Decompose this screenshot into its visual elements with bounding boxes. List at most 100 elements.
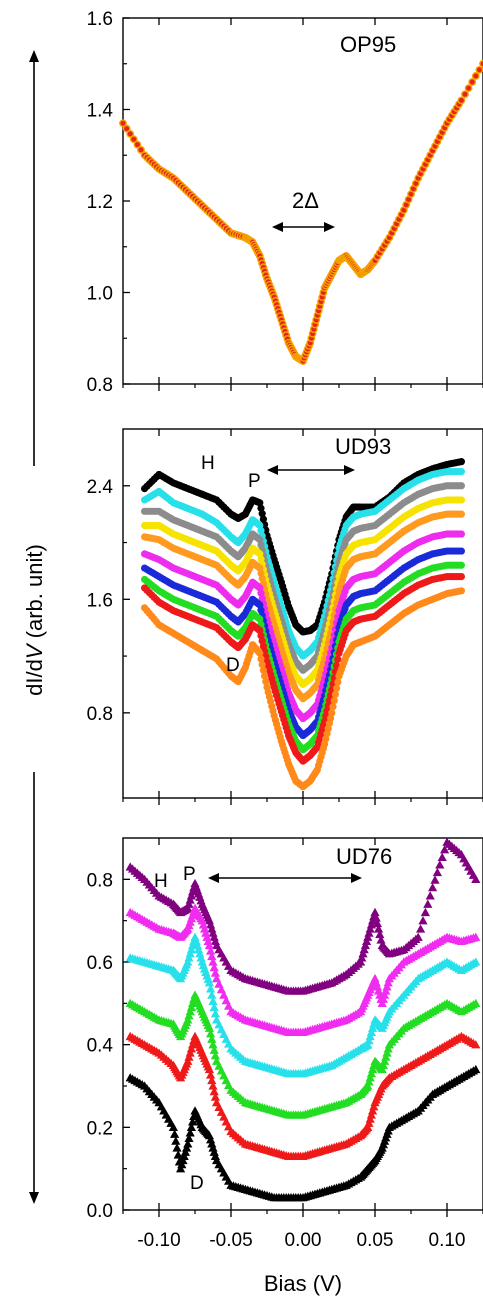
data-point	[416, 924, 426, 933]
data-point	[208, 1040, 218, 1049]
y-tick-label: 1.6	[87, 9, 113, 30]
data-point	[418, 916, 428, 925]
data-point	[334, 655, 342, 663]
series-ud76-3	[125, 990, 481, 1119]
data-point	[475, 65, 483, 74]
x-tick-label: -0.10	[137, 1230, 180, 1251]
ylabel-suffix: (arb. unit)	[22, 544, 47, 644]
data-point	[210, 1051, 220, 1060]
data-point	[204, 1023, 214, 1032]
data-point	[471, 998, 481, 1008]
data-point	[122, 124, 131, 133]
data-point	[168, 1122, 178, 1132]
panel-op95-points	[119, 59, 483, 366]
x-axis-title: Bias (V)	[264, 1271, 342, 1296]
panel-op95-label: OP95	[340, 32, 396, 57]
ud93-h-label: H	[201, 453, 215, 474]
data-point	[468, 78, 477, 86]
data-point	[209, 1045, 219, 1054]
data-point	[457, 496, 465, 504]
data-point	[457, 530, 465, 538]
data-point	[328, 709, 336, 717]
ud76-h-label: H	[154, 871, 168, 892]
data-point	[204, 978, 214, 987]
ud76-arrow-right-head	[351, 873, 362, 883]
series-op95-0	[119, 59, 483, 366]
data-point	[425, 891, 435, 900]
data-point	[471, 957, 481, 966]
x-tick-label: -0.05	[209, 1230, 252, 1251]
series-ud93-9	[141, 587, 465, 791]
data-point	[207, 951, 217, 961]
data-point	[208, 1081, 218, 1090]
ylabel-arrow-down-head	[29, 1192, 39, 1204]
data-point	[209, 1086, 219, 1096]
data-point	[432, 867, 442, 877]
data-point	[206, 1029, 216, 1038]
data-point	[374, 924, 384, 933]
data-point	[206, 946, 216, 955]
series-ud76-2	[125, 932, 481, 1078]
data-point	[210, 1092, 220, 1101]
panel-ud76-points	[125, 837, 481, 1202]
data-point	[185, 1128, 195, 1137]
panel-ud76-label: UD76	[336, 844, 392, 869]
data-point	[435, 860, 445, 869]
data-point	[334, 678, 342, 686]
data-point	[170, 1129, 180, 1138]
gap-label: 2Δ	[292, 188, 319, 213]
data-point	[208, 957, 218, 966]
data-point	[210, 968, 220, 977]
y-tick-label: 0.0	[87, 1201, 113, 1222]
ud76-p-label: P	[183, 864, 196, 885]
data-point	[207, 1075, 217, 1085]
panel-ud93-label: UD93	[335, 434, 391, 459]
data-point	[420, 907, 430, 917]
data-point	[413, 932, 423, 941]
data-point	[257, 655, 265, 663]
data-point	[375, 929, 385, 939]
data-point	[206, 984, 216, 993]
data-point	[330, 696, 338, 705]
data-point	[210, 1009, 220, 1018]
data-point	[370, 907, 380, 917]
series-ud76-1	[125, 903, 481, 1036]
panel-ud76-yticks: 0.0 0.2 0.4 0.6 0.8	[87, 870, 130, 1222]
data-point	[173, 1150, 183, 1159]
data-point	[457, 458, 465, 466]
data-point	[204, 940, 214, 950]
gap-arrow-left-head	[272, 222, 283, 232]
data-point	[372, 918, 382, 928]
data-point	[184, 1133, 194, 1143]
panel-ud76-xticks: -0.10 -0.05 0.00 0.05 0.10	[122, 838, 483, 1251]
y-tick-label: 2.4	[87, 477, 114, 498]
y-tick-label: 1.0	[87, 284, 113, 305]
y-tick-label: 1.6	[87, 590, 113, 611]
ud76-d-label: D	[190, 1173, 204, 1194]
data-point	[333, 684, 341, 692]
data-point	[471, 1064, 481, 1074]
data-point	[186, 1122, 196, 1132]
panel-op95-yticks: 0.8 1.0 1.2 1.4 1.6	[87, 9, 130, 396]
data-point	[371, 913, 381, 922]
ud93-arrow-left-head	[267, 465, 278, 475]
y-tick-label: 0.2	[87, 1118, 113, 1139]
shared-ylabel-group: dI/dV (arb. unit)	[22, 50, 47, 1204]
data-point	[457, 482, 465, 490]
data-point	[457, 587, 465, 595]
ylabel-prefix: dI/d	[22, 659, 47, 696]
y-tick-label: 0.8	[87, 375, 113, 396]
ud93-p-label: P	[248, 471, 261, 492]
ylabel-arrow-up-head	[29, 50, 39, 62]
data-point	[331, 690, 339, 698]
data-point	[457, 573, 465, 581]
data-point	[133, 140, 142, 149]
data-point	[258, 660, 266, 669]
data-point	[256, 649, 264, 657]
data-point	[457, 547, 465, 555]
panel-ud76: 0.0 0.2 0.4 0.6 0.8 -0.10 -0.05 0.00 0.05 0.10 U…	[87, 837, 483, 1251]
panel-ud93-points	[141, 458, 465, 791]
data-point	[471, 72, 480, 80]
y-tick-label: 0.8	[87, 704, 113, 725]
